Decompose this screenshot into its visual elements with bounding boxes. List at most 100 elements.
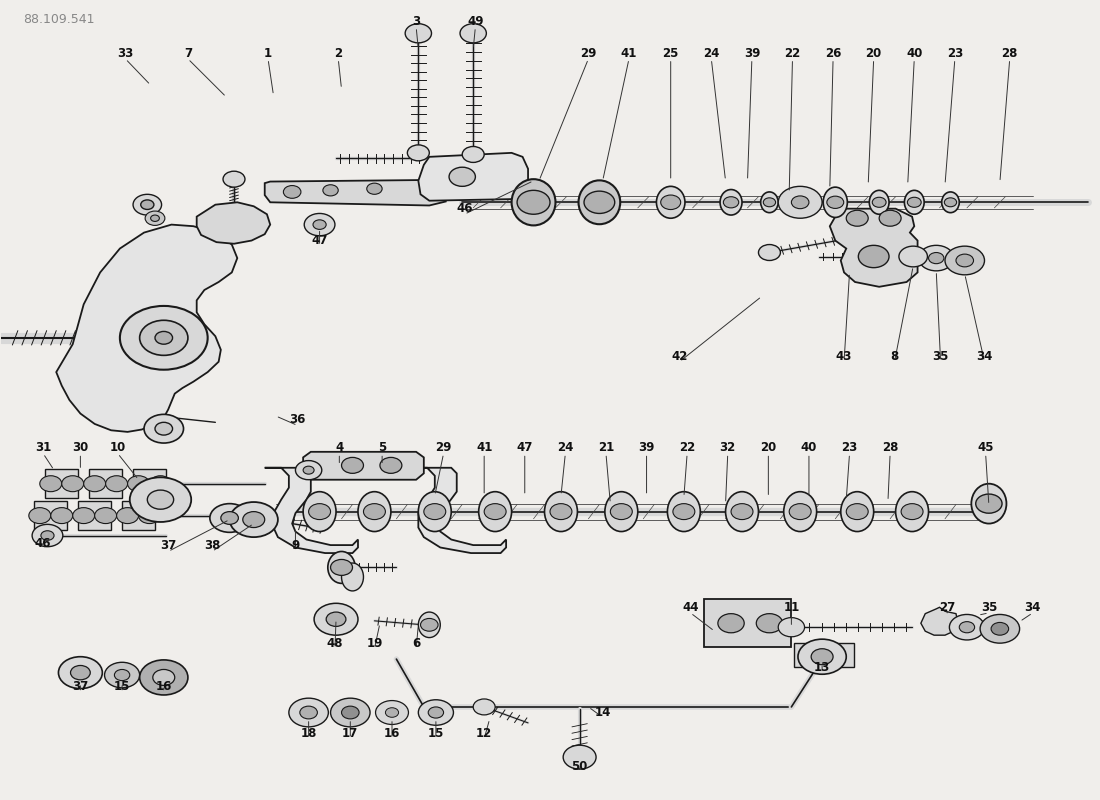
Circle shape bbox=[144, 414, 184, 443]
Circle shape bbox=[120, 306, 208, 370]
Circle shape bbox=[405, 24, 431, 43]
Circle shape bbox=[51, 508, 73, 523]
Ellipse shape bbox=[720, 190, 742, 215]
Polygon shape bbox=[197, 202, 271, 244]
Text: 47: 47 bbox=[311, 234, 328, 247]
Circle shape bbox=[522, 194, 544, 210]
Ellipse shape bbox=[418, 492, 451, 531]
Circle shape bbox=[140, 320, 188, 355]
Circle shape bbox=[40, 476, 62, 492]
Text: 32: 32 bbox=[719, 442, 736, 454]
Circle shape bbox=[305, 214, 334, 236]
Circle shape bbox=[341, 706, 359, 719]
Circle shape bbox=[778, 618, 804, 637]
Circle shape bbox=[759, 245, 780, 261]
Ellipse shape bbox=[942, 192, 959, 213]
Circle shape bbox=[673, 504, 695, 519]
Text: 45: 45 bbox=[977, 442, 993, 454]
Circle shape bbox=[798, 639, 846, 674]
Circle shape bbox=[32, 524, 63, 546]
Circle shape bbox=[147, 490, 174, 510]
Text: 46: 46 bbox=[35, 537, 52, 550]
Circle shape bbox=[424, 504, 446, 519]
Circle shape bbox=[155, 422, 173, 435]
Text: 49: 49 bbox=[468, 15, 484, 28]
Text: 34: 34 bbox=[1024, 601, 1041, 614]
Polygon shape bbox=[34, 502, 67, 530]
Ellipse shape bbox=[584, 186, 615, 219]
Circle shape bbox=[959, 622, 975, 633]
Bar bbox=[793, 643, 854, 667]
Circle shape bbox=[363, 504, 385, 519]
Text: 10: 10 bbox=[110, 442, 125, 454]
Text: 31: 31 bbox=[35, 442, 52, 454]
Circle shape bbox=[945, 246, 984, 275]
Text: 41: 41 bbox=[620, 46, 637, 60]
Text: 19: 19 bbox=[366, 637, 383, 650]
Circle shape bbox=[718, 614, 745, 633]
Text: 38: 38 bbox=[204, 538, 220, 551]
Polygon shape bbox=[412, 468, 506, 553]
Text: 36: 36 bbox=[289, 414, 306, 426]
Circle shape bbox=[462, 146, 484, 162]
Circle shape bbox=[991, 622, 1009, 635]
Circle shape bbox=[811, 649, 833, 665]
Circle shape bbox=[327, 612, 345, 626]
Circle shape bbox=[827, 196, 844, 209]
Ellipse shape bbox=[341, 563, 363, 591]
Circle shape bbox=[315, 603, 358, 635]
Text: 39: 39 bbox=[638, 442, 654, 454]
Text: 20: 20 bbox=[760, 442, 777, 454]
Circle shape bbox=[872, 198, 887, 207]
Circle shape bbox=[221, 512, 239, 524]
Text: 17: 17 bbox=[342, 726, 359, 740]
Bar bbox=[704, 599, 791, 647]
Ellipse shape bbox=[328, 551, 355, 583]
Circle shape bbox=[949, 614, 984, 640]
Circle shape bbox=[133, 194, 162, 215]
Text: 24: 24 bbox=[558, 442, 573, 454]
Ellipse shape bbox=[761, 192, 778, 213]
Circle shape bbox=[858, 246, 889, 268]
Circle shape bbox=[899, 246, 927, 267]
Circle shape bbox=[210, 504, 250, 532]
Text: 12: 12 bbox=[476, 726, 493, 740]
Text: 26: 26 bbox=[825, 46, 842, 60]
Text: 18: 18 bbox=[300, 726, 317, 740]
Circle shape bbox=[792, 197, 807, 208]
Circle shape bbox=[289, 698, 329, 727]
Circle shape bbox=[145, 211, 165, 226]
Ellipse shape bbox=[358, 492, 390, 531]
Circle shape bbox=[980, 614, 1020, 643]
Circle shape bbox=[846, 504, 868, 519]
Polygon shape bbox=[133, 470, 166, 498]
Text: 6: 6 bbox=[412, 637, 420, 650]
Ellipse shape bbox=[840, 492, 873, 531]
Circle shape bbox=[908, 198, 921, 207]
Circle shape bbox=[449, 167, 475, 186]
Circle shape bbox=[106, 476, 128, 492]
Circle shape bbox=[104, 662, 140, 688]
Text: 13: 13 bbox=[814, 661, 830, 674]
Circle shape bbox=[29, 508, 51, 523]
Circle shape bbox=[610, 504, 632, 519]
Circle shape bbox=[846, 210, 868, 226]
Ellipse shape bbox=[895, 492, 928, 531]
Circle shape bbox=[314, 220, 327, 230]
Circle shape bbox=[141, 200, 154, 210]
Circle shape bbox=[130, 478, 191, 522]
Text: 50: 50 bbox=[571, 760, 587, 774]
Polygon shape bbox=[921, 607, 958, 635]
Polygon shape bbox=[418, 153, 528, 201]
Circle shape bbox=[460, 24, 486, 43]
Polygon shape bbox=[78, 502, 111, 530]
Circle shape bbox=[588, 194, 610, 210]
Ellipse shape bbox=[726, 492, 759, 531]
Circle shape bbox=[375, 701, 408, 725]
Text: 16: 16 bbox=[384, 726, 400, 740]
Ellipse shape bbox=[478, 492, 512, 531]
Circle shape bbox=[230, 502, 278, 537]
Circle shape bbox=[150, 476, 172, 492]
Circle shape bbox=[420, 618, 438, 631]
Ellipse shape bbox=[869, 190, 889, 214]
